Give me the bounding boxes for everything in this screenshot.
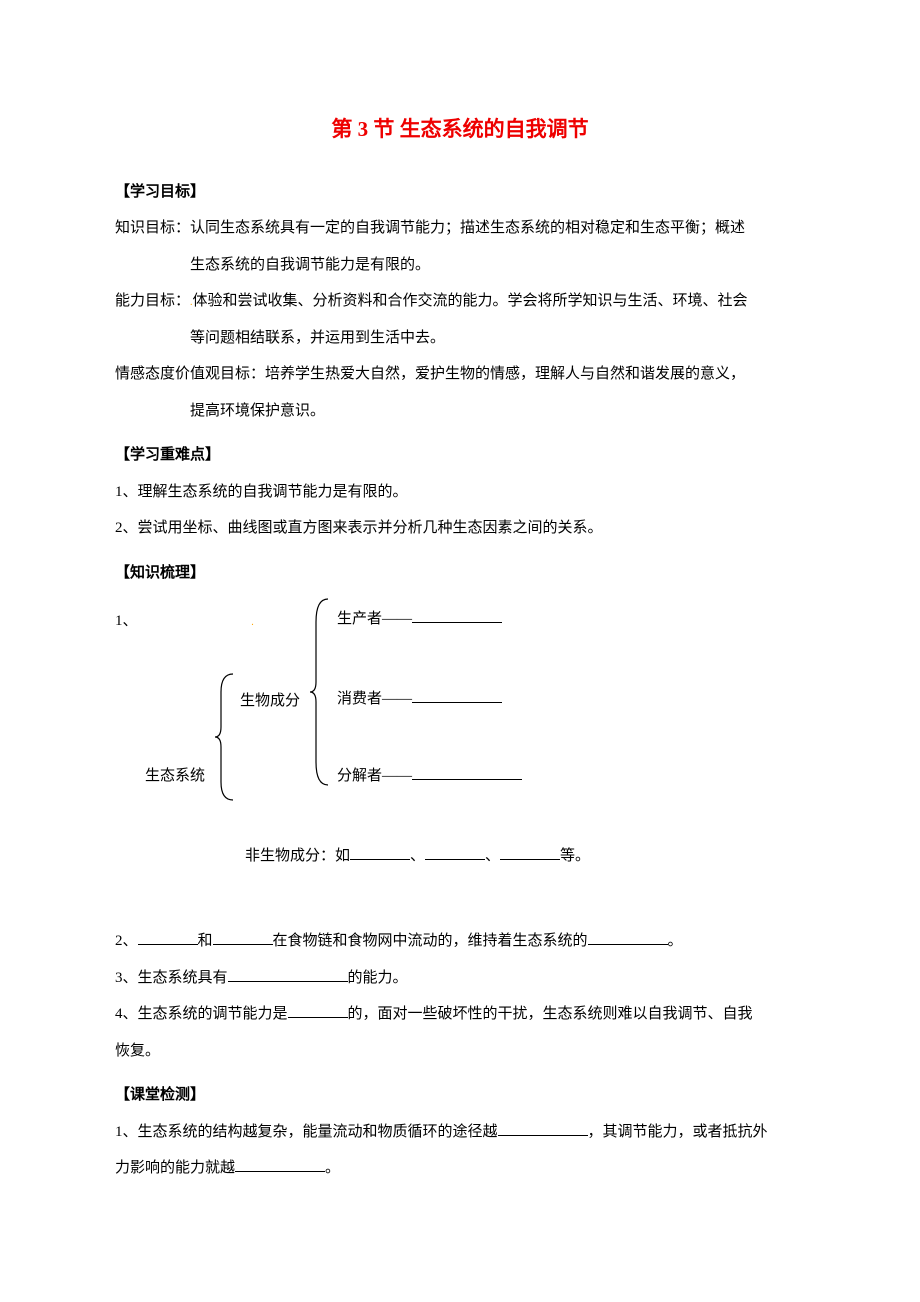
consumer-row: 消费者—— [337, 685, 502, 714]
abiotic-suffix: 等。 [560, 848, 590, 864]
section-learning-objectives-header: 【学习目标】 [115, 178, 805, 207]
producer-blank [412, 608, 502, 623]
tree-root-label: 生态系统 [145, 762, 205, 791]
consumer-label: 消费者—— [337, 691, 412, 707]
knowledge-objective-line1: 知识目标：认同生态系统具有一定的自我调节能力；描述生态系统的相对稳定和生态平衡；… [115, 214, 805, 243]
knowledge-objective-label: 知识目标： [115, 220, 190, 236]
values-objective-line2: 提高环境保护意识。 [115, 397, 805, 426]
outline-item2: 2、 和 在食物链和食物网中流动的，维持着生态系统的 。 [115, 927, 805, 956]
knowledge-objective-line2: 生态系统的自我调节能力是有限的。 [115, 251, 805, 280]
ability-objective-text1: 体验和尝试收集、分析资料和合作交流的能力。学会将所学知识与生活、环境、社会 [193, 293, 748, 309]
decomposer-row: 分解者—— [337, 762, 522, 791]
knowledge-objective-text1: 认同生态系统具有一定的自我调节能力；描述生态系统的相对稳定和生态平衡；概述 [190, 220, 745, 236]
abiotic-blank-2 [425, 845, 485, 860]
outline-item3: 3、生态系统具有 的能力。 [115, 964, 805, 993]
test-item1-p2: ，其调节能力，或者抵抗外 [588, 1124, 768, 1140]
values-objective-line1: 情感态度价值观目标：培养学生热爱大自然，爱护生物的情感，理解人与自然和谐发展的意… [115, 360, 805, 389]
abiotic-row: 非生物成分：如、、等。 [245, 842, 590, 871]
test-item1-p1: 1、生态系统的结构越复杂，能量流动和物质循环的途径越 [115, 1124, 498, 1140]
producer-row: 生产者—— [337, 605, 502, 634]
outline-item4-line1: 4、生态系统的调节能力是 的，面对一些破坏性的干扰，生态系统则难以自我调节、自我 [115, 1000, 805, 1029]
decomposer-label: 分解者—— [337, 768, 412, 784]
outline-item2-blank2 [213, 930, 273, 945]
values-objective-text1: 培养学生热爱大自然，爱护生物的情感，理解人与自然和谐发展的意义， [265, 366, 745, 382]
ecosystem-tree-diagram: 1、 . 生态系统 生物成分 生产者—— 消费者—— 分解者—— 非生物成分：如… [115, 597, 805, 877]
consumer-blank [412, 688, 502, 703]
test-item1-blank1 [498, 1121, 588, 1136]
tree-item1-prefix: 1、 . [115, 607, 254, 636]
decomposer-blank [412, 765, 522, 780]
outline-item2-p4: 。 [668, 933, 683, 949]
producer-label: 生产者—— [337, 611, 412, 627]
inner-brace-icon [308, 597, 330, 798]
outline-item4-p1: 4、生态系统的调节能力是 [115, 1006, 288, 1022]
outline-item2-blank1 [138, 930, 198, 945]
abiotic-prefix: 非生物成分：如 [245, 848, 350, 864]
outline-item3-p2: 的能力。 [348, 970, 408, 986]
key-point-1: 1、理解生态系统的自我调节能力是有限的。 [115, 478, 805, 507]
ability-objective-line1: 能力目标：.体验和尝试收集、分析资料和合作交流的能力。学会将所学知识与生活、环境… [115, 287, 805, 316]
values-objective-label: 情感态度价值观目标： [115, 366, 265, 382]
outline-item3-p1: 3、生态系统具有 [115, 970, 228, 986]
ability-objective-line2: 等问题相结联系，并运用到生活中去。 [115, 324, 805, 353]
outline-item2-p3: 在食物链和食物网中流动的，维持着生态系统的 [273, 933, 588, 949]
test-item1-line2: 力影响的能力就越 。 [115, 1154, 805, 1183]
outline-item4-line2: 恢复。 [115, 1037, 805, 1066]
key-point-2: 2、尝试用坐标、曲线图或直方图来表示并分析几种生态因素之间的关系。 [115, 514, 805, 543]
outline-item4-blank [288, 1003, 348, 1018]
section-key-points-header: 【学习重难点】 [115, 441, 805, 470]
section-knowledge-outline-header: 【知识梳理】 [115, 559, 805, 588]
accent-dot-icon-2: . [251, 617, 254, 628]
section-classroom-test-header: 【课堂检测】 [115, 1081, 805, 1110]
outline-item2-p1: 2、 [115, 933, 138, 949]
abiotic-blank-1 [350, 845, 410, 860]
test-item1-blank2 [235, 1157, 325, 1172]
document-title: 第 3 节 生态系统的自我调节 [115, 110, 805, 150]
outline-item2-p2: 和 [198, 933, 213, 949]
test-item1-line1: 1、生态系统的结构越复杂，能量流动和物质循环的途径越 ，其调节能力，或者抵抗外 [115, 1118, 805, 1147]
outline-item3-blank [228, 967, 348, 982]
test-item1-l2-p2: 。 [325, 1160, 340, 1176]
outline-item4-p2: 的，面对一些破坏性的干扰，生态系统则难以自我调节、自我 [348, 1006, 753, 1022]
biotic-label: 生物成分 [240, 687, 300, 716]
outer-brace-icon [213, 672, 235, 813]
ability-objective-label: 能力目标： [115, 293, 190, 309]
abiotic-blank-3 [500, 845, 560, 860]
outline-item2-blank3 [588, 930, 668, 945]
test-item1-l2-p1: 力影响的能力就越 [115, 1160, 235, 1176]
tree-item1-prefix-text: 1、 [115, 613, 138, 629]
